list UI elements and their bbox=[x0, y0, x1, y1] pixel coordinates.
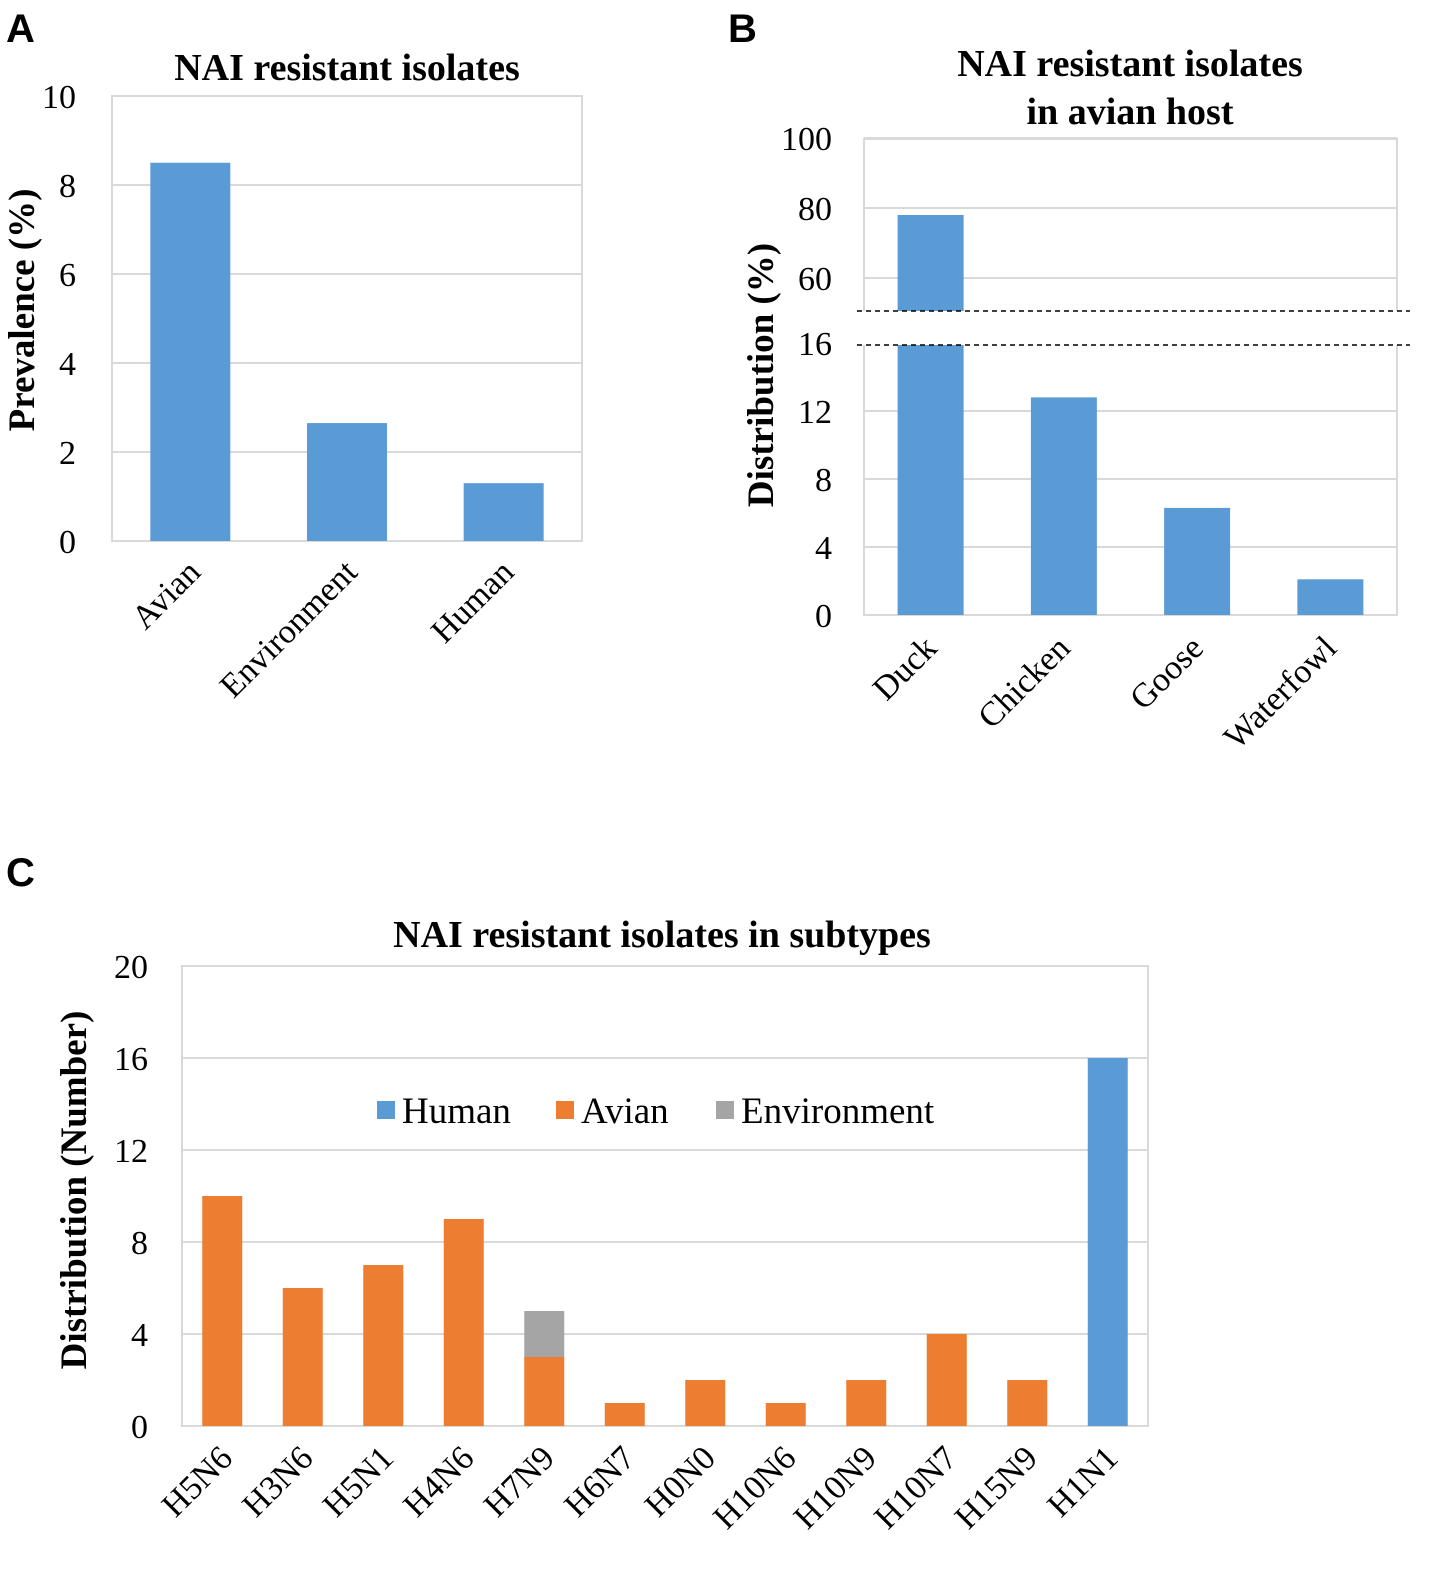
panel-c-y-tick-label: 12 bbox=[114, 1133, 148, 1170]
panel-c-legend: Human Avian Environment bbox=[377, 1091, 935, 1132]
legend-label-avian: Avian bbox=[581, 1091, 669, 1132]
panel-a-y-tick-label: 4 bbox=[59, 346, 76, 383]
panel-b-bars bbox=[897, 215, 1364, 615]
legend-label-human: Human bbox=[402, 1091, 511, 1132]
axis-break-gap bbox=[857, 311, 1417, 345]
panel-b-y-tick-label: 4 bbox=[815, 530, 832, 567]
panel-b-y-axis-title: Distribution (%) bbox=[741, 243, 782, 507]
panel-a-title: NAI resistant isolates bbox=[174, 47, 520, 89]
panel-b-y-tick-label: 0 bbox=[815, 598, 832, 635]
panel-b-y-tick-label: 80 bbox=[798, 191, 832, 228]
panel-b-y-tick-label: 16 bbox=[798, 326, 832, 363]
bar-h6n7-avian bbox=[604, 1403, 645, 1426]
legend-label-environment: Environment bbox=[741, 1091, 935, 1132]
panel-c-y-tick-label: 8 bbox=[131, 1225, 148, 1262]
panel-letter-a: A bbox=[6, 7, 35, 51]
panel-a-y-tick-label: 0 bbox=[59, 524, 76, 561]
bar-h1n1-human bbox=[1087, 1058, 1128, 1426]
bar-human bbox=[463, 483, 544, 541]
panel-a-y-axis-title: Prevalence (%) bbox=[2, 189, 43, 432]
panel-b-y-tick-label: 12 bbox=[798, 394, 832, 431]
legend-swatch-environment bbox=[716, 1101, 734, 1119]
bar-goose bbox=[1164, 507, 1231, 615]
panel-c-y-tick-label: 16 bbox=[114, 1041, 148, 1078]
panel-b-title-line-1: NAI resistant isolates bbox=[957, 43, 1303, 85]
panel-c-y-tick-label: 4 bbox=[131, 1317, 148, 1354]
bar-h5n1-avian bbox=[363, 1265, 404, 1426]
panel-a-y-tick-label: 10 bbox=[42, 79, 76, 116]
bar-h10n6-avian bbox=[765, 1403, 806, 1426]
panel-b-y-tick-label: 100 bbox=[781, 121, 832, 158]
bar-avian bbox=[150, 162, 231, 541]
bar-chicken bbox=[1030, 397, 1097, 615]
panel-letter-c: C bbox=[6, 851, 35, 895]
panel-a-y-tick-label: 8 bbox=[59, 168, 76, 205]
bar-h3n6-avian bbox=[282, 1288, 323, 1426]
bar-h7n9-avian bbox=[524, 1357, 565, 1426]
bar-h10n7-avian bbox=[926, 1334, 967, 1426]
bar-duck bbox=[897, 215, 964, 615]
panel-c-y-tick-label: 20 bbox=[114, 949, 148, 986]
bar-h0n0-avian bbox=[685, 1380, 726, 1426]
panel-c-gridlines bbox=[182, 965, 1148, 1427]
panel-c-title: NAI resistant isolates in subtypes bbox=[393, 914, 931, 956]
bar-h15n9-avian bbox=[1007, 1380, 1048, 1426]
legend-swatch-avian bbox=[556, 1101, 574, 1119]
panel-c-y-tick-label: 0 bbox=[131, 1409, 148, 1446]
panel-letter-b: B bbox=[728, 7, 757, 51]
panel-c-y-ticks: 0 4 8 12 16 20 bbox=[114, 949, 148, 1446]
panel-a-y-tick-label: 6 bbox=[59, 257, 76, 294]
panel-a-y-tick-label: 2 bbox=[59, 435, 76, 472]
legend-swatch-human bbox=[377, 1101, 395, 1119]
panel-c-bars bbox=[202, 1058, 1128, 1426]
panel-b-title-line-2: in avian host bbox=[1027, 91, 1234, 133]
panel-b-axis-break bbox=[857, 310, 1417, 346]
bar-waterfowl bbox=[1297, 579, 1364, 615]
bar-environment bbox=[307, 423, 387, 541]
panel-b-y-ticks: 0 4 8 12 16 60 80 100 bbox=[781, 121, 832, 635]
bar-h7n9-environment bbox=[524, 1311, 565, 1357]
panel-a-bars bbox=[150, 162, 544, 541]
panel-c-y-axis-title: Distribution (Number) bbox=[54, 1011, 95, 1370]
panel-b-y-tick-label: 8 bbox=[815, 462, 832, 499]
bar-h5n6-avian bbox=[202, 1196, 243, 1426]
panel-b-y-tick-label: 60 bbox=[798, 261, 832, 298]
bar-h10n9-avian bbox=[846, 1380, 887, 1426]
bar-h4n6-avian bbox=[443, 1219, 484, 1426]
panel-a-y-ticks: 0 2 4 6 8 10 bbox=[42, 79, 76, 561]
